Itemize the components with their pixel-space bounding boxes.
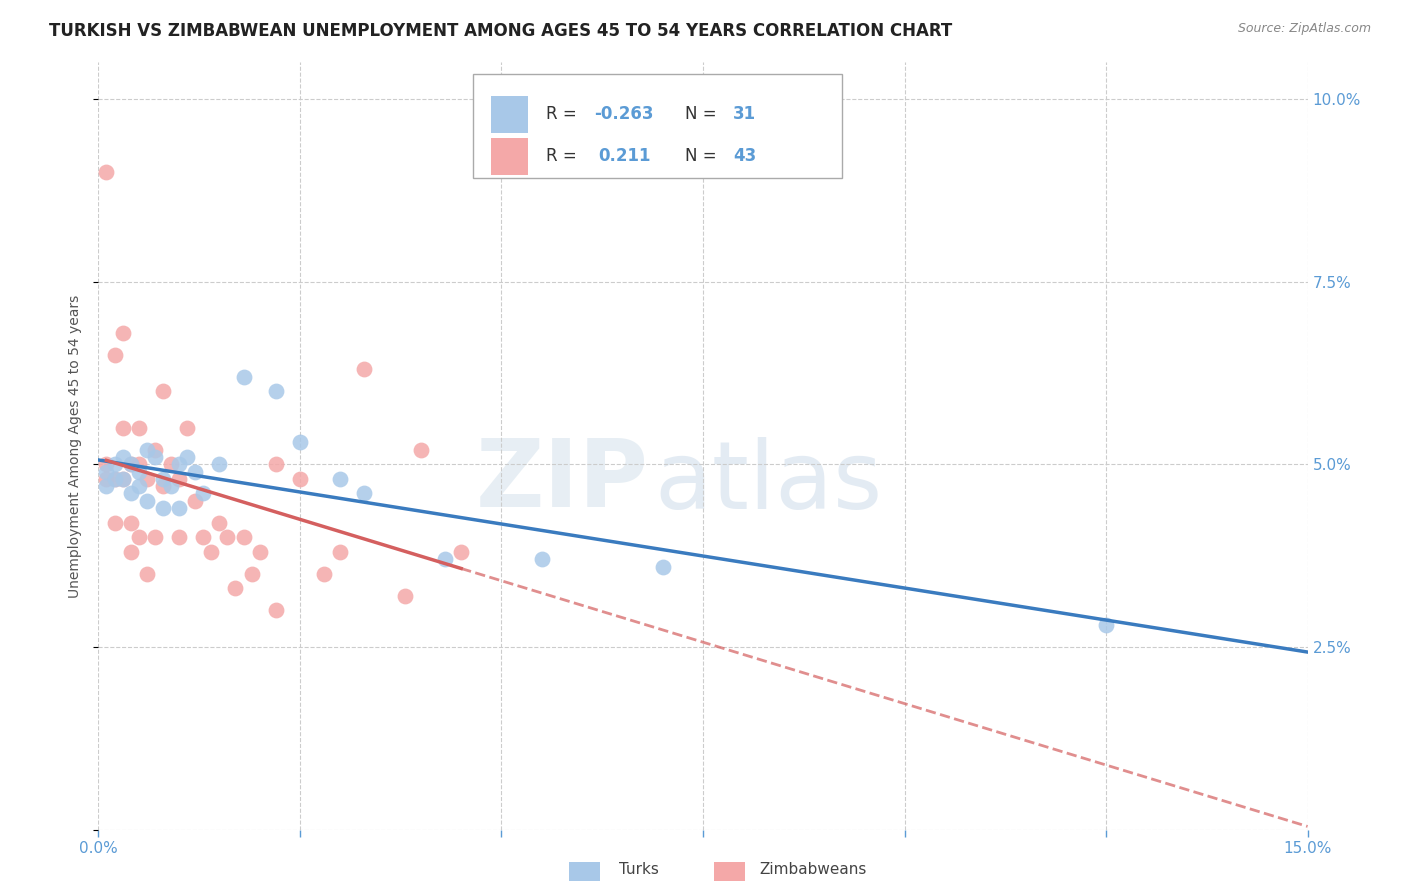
Point bbox=[120, 486, 142, 500]
Point bbox=[128, 421, 150, 435]
Point bbox=[434, 552, 457, 566]
Point bbox=[288, 435, 311, 450]
Point bbox=[120, 457, 142, 471]
Point bbox=[103, 457, 125, 471]
Point bbox=[152, 384, 174, 399]
Point bbox=[111, 472, 134, 486]
FancyBboxPatch shape bbox=[492, 138, 527, 175]
FancyBboxPatch shape bbox=[492, 95, 527, 133]
Point bbox=[409, 442, 432, 457]
Point bbox=[128, 465, 150, 479]
Point bbox=[176, 450, 198, 464]
Point bbox=[353, 362, 375, 376]
Point bbox=[651, 559, 673, 574]
Point bbox=[120, 516, 142, 530]
Point bbox=[193, 486, 215, 500]
Point bbox=[103, 472, 125, 486]
Point bbox=[152, 479, 174, 493]
Point bbox=[264, 603, 287, 617]
Point bbox=[111, 421, 134, 435]
Text: TURKISH VS ZIMBABWEAN UNEMPLOYMENT AMONG AGES 45 TO 54 YEARS CORRELATION CHART: TURKISH VS ZIMBABWEAN UNEMPLOYMENT AMONG… bbox=[49, 22, 952, 40]
Point bbox=[143, 442, 166, 457]
Point bbox=[184, 493, 207, 508]
Text: R =: R = bbox=[546, 105, 582, 123]
Point bbox=[103, 348, 125, 362]
Point bbox=[143, 530, 166, 544]
Point bbox=[240, 566, 263, 581]
Point bbox=[160, 479, 183, 493]
Point bbox=[249, 545, 271, 559]
Point bbox=[128, 530, 150, 544]
Point bbox=[232, 530, 254, 544]
Text: N =: N = bbox=[685, 147, 721, 165]
Point bbox=[167, 501, 190, 516]
Text: Turks: Turks bbox=[619, 863, 658, 877]
FancyBboxPatch shape bbox=[474, 74, 842, 178]
Point bbox=[135, 566, 157, 581]
Text: 43: 43 bbox=[734, 147, 756, 165]
Point bbox=[96, 457, 118, 471]
Point bbox=[264, 457, 287, 471]
Point bbox=[394, 589, 416, 603]
Point bbox=[176, 421, 198, 435]
Point bbox=[450, 545, 472, 559]
Point bbox=[152, 501, 174, 516]
Point bbox=[167, 530, 190, 544]
Point bbox=[208, 457, 231, 471]
Point bbox=[329, 472, 352, 486]
Point bbox=[111, 472, 134, 486]
Point bbox=[314, 566, 336, 581]
Point bbox=[167, 472, 190, 486]
Text: -0.263: -0.263 bbox=[595, 105, 654, 123]
Point bbox=[96, 165, 118, 179]
Point bbox=[120, 457, 142, 471]
Point bbox=[1095, 618, 1118, 632]
Point bbox=[200, 545, 222, 559]
Point bbox=[135, 493, 157, 508]
Text: 0.211: 0.211 bbox=[598, 147, 651, 165]
Point bbox=[232, 369, 254, 384]
Point bbox=[329, 545, 352, 559]
Point bbox=[160, 457, 183, 471]
Text: ZIP: ZIP bbox=[475, 434, 648, 526]
Text: R =: R = bbox=[546, 147, 582, 165]
Point bbox=[217, 530, 239, 544]
Point bbox=[111, 326, 134, 340]
Text: Zimbabweans: Zimbabweans bbox=[759, 863, 866, 877]
Point bbox=[288, 472, 311, 486]
Point bbox=[530, 552, 553, 566]
Point bbox=[103, 516, 125, 530]
Point bbox=[103, 472, 125, 486]
Point bbox=[111, 450, 134, 464]
Point bbox=[96, 479, 118, 493]
Text: N =: N = bbox=[685, 105, 721, 123]
Point bbox=[353, 486, 375, 500]
Point bbox=[167, 457, 190, 471]
Point bbox=[184, 465, 207, 479]
Point bbox=[135, 472, 157, 486]
Point bbox=[128, 457, 150, 471]
Point bbox=[135, 442, 157, 457]
Point bbox=[143, 450, 166, 464]
Point bbox=[96, 465, 118, 479]
Point bbox=[208, 516, 231, 530]
Text: atlas: atlas bbox=[655, 437, 883, 529]
Point bbox=[128, 479, 150, 493]
Point bbox=[120, 545, 142, 559]
Point bbox=[264, 384, 287, 399]
Text: 31: 31 bbox=[734, 105, 756, 123]
Point bbox=[96, 472, 118, 486]
Text: Source: ZipAtlas.com: Source: ZipAtlas.com bbox=[1237, 22, 1371, 36]
Point bbox=[152, 472, 174, 486]
Y-axis label: Unemployment Among Ages 45 to 54 years: Unemployment Among Ages 45 to 54 years bbox=[69, 294, 83, 598]
Point bbox=[193, 530, 215, 544]
Point bbox=[224, 582, 246, 596]
